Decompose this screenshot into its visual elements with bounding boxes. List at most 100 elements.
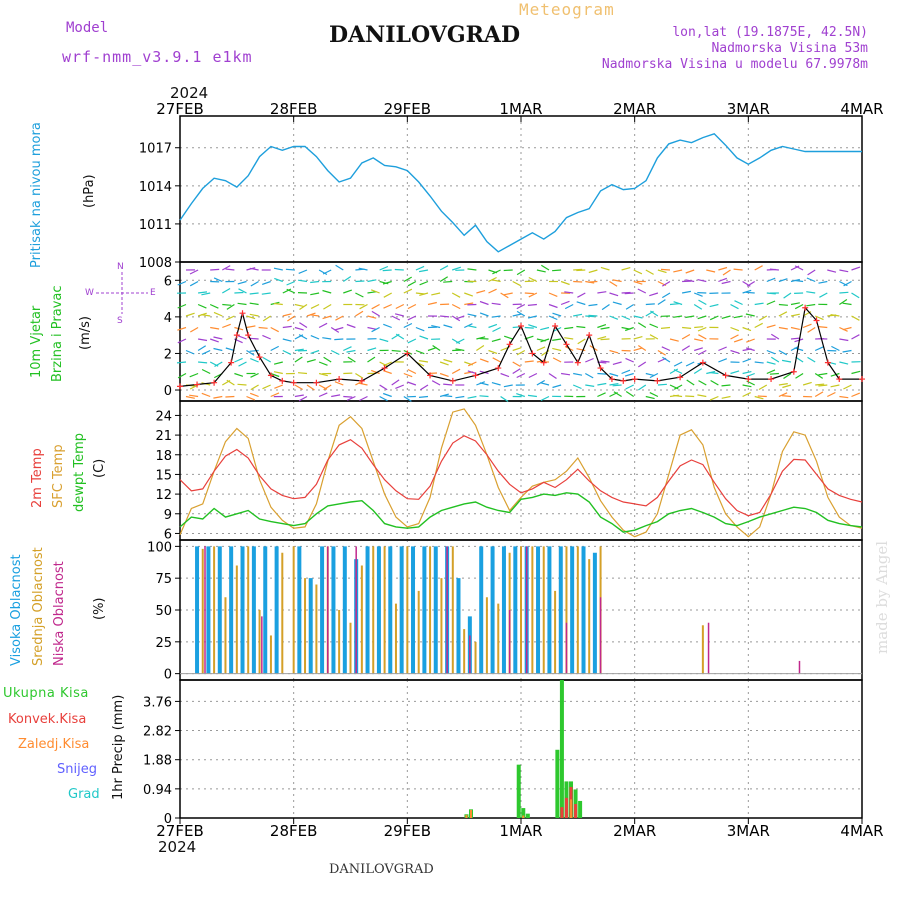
wind-arrow	[839, 361, 849, 365]
wind-arrow	[851, 370, 861, 375]
year-bottom: 2024	[158, 838, 197, 856]
wind-arrow	[795, 372, 804, 379]
wind-arrow	[693, 368, 703, 375]
wind-arrow	[270, 326, 279, 333]
wind-arrow	[718, 277, 728, 283]
wind-arrow	[177, 326, 187, 331]
precip-bar-0	[578, 800, 583, 818]
wind-arrow	[427, 301, 437, 306]
wind-arrow	[443, 383, 453, 386]
wind-arrow	[310, 303, 320, 309]
wind-arrow	[488, 323, 498, 329]
wind-arrow	[851, 266, 861, 271]
wind-arrow	[660, 326, 671, 329]
wind-arrow	[451, 303, 461, 310]
wind-arrow	[440, 315, 450, 318]
wind-arrow	[709, 315, 719, 321]
wind-arrow	[600, 266, 610, 271]
wind-arrow	[310, 335, 320, 340]
wind-arrow	[209, 303, 219, 309]
wind-arrow	[432, 345, 441, 351]
wind-arrow	[323, 356, 332, 363]
wind-arrow	[721, 315, 731, 319]
wind-arrow	[383, 323, 392, 329]
wind-arrow	[262, 315, 272, 322]
wind-arrow	[379, 384, 388, 391]
wind-arrow	[790, 302, 800, 306]
wind-arrow	[693, 303, 703, 310]
wind-speed-marker	[859, 376, 865, 383]
wind-arrow	[827, 269, 837, 273]
wind-arrow	[359, 395, 368, 402]
wind-arrow	[782, 384, 792, 389]
wind-arrow	[814, 391, 824, 398]
wind-arrow	[573, 313, 583, 317]
wind-arrow	[794, 265, 804, 271]
wind-arrow	[625, 303, 635, 310]
precip-hail-label: Grad	[68, 787, 100, 802]
wind-arrow	[657, 269, 667, 274]
wind-arrow	[662, 356, 671, 363]
ytick-label-precip: 3.76	[143, 695, 172, 710]
wind-arrow	[706, 269, 716, 273]
wind-arrow	[661, 346, 671, 352]
wind-arrow	[548, 292, 558, 297]
wind-arrow	[455, 395, 465, 399]
wind-arrow	[503, 292, 513, 296]
wind-arrow	[503, 269, 513, 272]
wind-arrow	[261, 292, 271, 295]
wind-arrow	[843, 384, 852, 390]
wind-arrow	[734, 300, 743, 306]
wind-arrow	[346, 395, 356, 401]
wind-arrow	[585, 315, 595, 318]
wind-arrow	[528, 292, 538, 298]
wind-arrow	[839, 299, 848, 305]
wind-arrow	[673, 369, 683, 375]
wind-arrow	[246, 395, 256, 401]
wind-arrow	[225, 395, 235, 398]
xtick-label-top: 29FEB	[384, 100, 431, 118]
wind-speed-marker	[802, 304, 809, 311]
wind-arrow	[830, 372, 840, 377]
wind-arrow	[573, 280, 583, 283]
ytick-label-cloud: 50	[155, 604, 172, 619]
wind-arrow	[843, 280, 852, 287]
wind-arrow	[249, 349, 259, 352]
ytick-label-wind: 4	[164, 311, 172, 326]
ytick-label-pressure: 1014	[139, 180, 172, 195]
wind-arrow	[258, 326, 268, 329]
wind-arrow	[742, 289, 752, 294]
wind-arrow	[310, 314, 320, 317]
wind-speed-marker	[495, 365, 502, 372]
wind-arrow	[842, 349, 852, 353]
wind-speed-marker	[239, 310, 246, 317]
wind-arrow	[783, 373, 792, 379]
wind-arrow	[479, 382, 489, 386]
wind-arrow	[681, 333, 691, 340]
wind-arrow	[709, 303, 719, 308]
wind-arrow	[455, 315, 465, 320]
xtick-label-top: 28FEB	[270, 100, 317, 118]
wind-arrow	[842, 326, 852, 331]
wind-arrow	[246, 349, 255, 356]
wind-arrow	[730, 303, 739, 310]
wind-arrow	[343, 346, 352, 352]
wind-arrow	[382, 269, 392, 272]
wind-arrow	[625, 391, 635, 397]
wind-arrow	[318, 322, 328, 329]
wind-arrow	[294, 326, 304, 331]
wind-arrow	[536, 346, 546, 352]
wind-arrow	[588, 303, 598, 307]
wind-arrow	[730, 349, 740, 354]
wind-arrow	[467, 313, 477, 317]
wind-arrow	[601, 304, 610, 311]
wind-arrow	[443, 280, 453, 283]
wind-arrow	[395, 333, 405, 340]
wind-arrow	[600, 326, 610, 330]
wind-arrow	[439, 372, 449, 377]
wind-speed-marker	[790, 368, 797, 375]
wind-arrow	[806, 303, 816, 307]
wind-arrow	[573, 268, 583, 271]
wind-arrow	[697, 279, 707, 283]
